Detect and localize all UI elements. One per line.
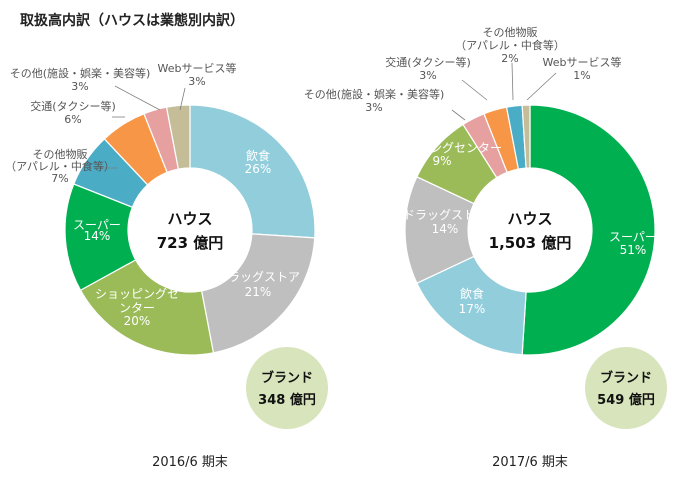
slice-label-Webサービス等-2-1: Webサービス等 <box>543 55 622 69</box>
center-name-2: ハウス <box>507 210 552 228</box>
slice-label-ドラッグストア-2-1: ドラッグストア <box>403 208 487 222</box>
slice-pct-その他物販-アパレル-中食等-2: 2% <box>501 52 518 65</box>
slice-pct-飲食-2: 17% <box>459 302 486 316</box>
slice-pct-ショッピングセンター-2: 9% <box>432 154 451 168</box>
leader-line-交通-タクシー等-2 <box>461 79 488 101</box>
slice-pct-交通-タクシー等-2: 3% <box>419 69 436 82</box>
slice-label-飲食-1-1: 飲食 <box>246 148 270 163</box>
slice-ショッピングセンター-1 <box>79 259 215 356</box>
slice-label-その他物販-アパレル-中食等-1-1: その他物販 <box>33 147 88 161</box>
slice-pct-Webサービス等-1: 3% <box>188 75 205 88</box>
slice-label-ショッピングセンター-2-1: ショッピングセンター <box>382 141 502 155</box>
slice-pct-その他-施設-娯楽-美容等-1: 3% <box>71 80 88 93</box>
slice-label-スーパー-2-1: スーパー <box>609 230 657 244</box>
slice-pct-交通-タクシー等-1: 6% <box>64 113 81 126</box>
slice-ドラッグストア-1 <box>200 233 316 354</box>
slice-label-その他物販-アパレル-中食等-2-1: その他物販 <box>483 25 538 39</box>
leader-line-Webサービス等-1 <box>179 87 186 111</box>
slice-label-ショッピングセンター-1-1: ショッピングセ <box>95 287 179 301</box>
brand-bubble-2 <box>585 347 667 429</box>
slice-pct-飲食-1: 26% <box>245 162 272 176</box>
slice-Webサービス等-2 <box>521 104 531 169</box>
slice-label-交通-タクシー等-1-1: 交通(タクシー等) <box>30 99 116 113</box>
slice-label-その他-施設-娯楽-美容等-2-1: その他(施設・娯楽・美容等) <box>304 87 445 101</box>
slice-pct-ドラッグストア-1: 21% <box>245 285 272 299</box>
slice-label-ドラッグストア-1-1: ドラッグストア <box>216 270 300 284</box>
leader-line-その他物販-アパレル-中食等-2 <box>511 62 514 101</box>
center-value-1: 723 億円 <box>157 234 224 252</box>
leader-line-その他-施設-娯楽-美容等-1 <box>114 85 161 111</box>
brand-value-2: 549 億円 <box>597 392 655 408</box>
slice-label-その他物販-アパレル-中食等-1-2: （アパレル・中食等） <box>5 159 115 173</box>
slice-pct-その他物販-アパレル-中食等-1: 7% <box>51 172 68 185</box>
slice-pct-ドラッグストア-2: 14% <box>432 222 459 236</box>
center-value-2: 1,503 億円 <box>489 234 572 252</box>
slice-pct-スーパー-2: 51% <box>620 243 647 257</box>
brand-name-1: ブランド <box>261 370 313 386</box>
slice-label-その他-施設-娯楽-美容等-1-1: その他(施設・娯楽・美容等) <box>10 66 151 80</box>
leader-line-Webサービス等-2 <box>526 72 557 101</box>
slice-pct-スーパー-1: 14% <box>84 229 111 243</box>
period-label-2: 2017/6 期末 <box>492 455 568 470</box>
period-label-1: 2016/6 期末 <box>152 455 228 470</box>
slice-スーパー-2 <box>521 104 656 356</box>
slice-label-ショッピングセンター-1-2: ンター <box>119 301 155 315</box>
chart-title: 取扱高内訳（ハウスは業態別内訳） <box>20 13 244 29</box>
slice-pct-ショッピングセンター-1: 20% <box>124 314 151 328</box>
slice-pct-Webサービス等-2: 1% <box>573 69 590 82</box>
slice-pct-その他-施設-娯楽-美容等-2: 3% <box>365 101 382 114</box>
slice-label-Webサービス等-1-1: Webサービス等 <box>158 61 237 75</box>
slice-label-その他物販-アパレル-中食等-2-2: （アパレル・中食等） <box>455 38 565 52</box>
brand-bubble-1 <box>246 347 328 429</box>
brand-value-1: 348 億円 <box>258 392 316 408</box>
center-name-1: ハウス <box>167 210 212 228</box>
leader-line-その他-施設-娯楽-美容等-2 <box>451 109 466 121</box>
brand-name-2: ブランド <box>600 370 652 386</box>
slice-Webサービス等-1 <box>165 104 191 170</box>
slice-label-交通-タクシー等-2-1: 交通(タクシー等) <box>385 55 471 69</box>
slice-label-スーパー-1-1: スーパー <box>73 218 121 232</box>
slice-飲食-1 <box>189 104 316 239</box>
slice-label-飲食-2-1: 飲食 <box>460 286 484 301</box>
